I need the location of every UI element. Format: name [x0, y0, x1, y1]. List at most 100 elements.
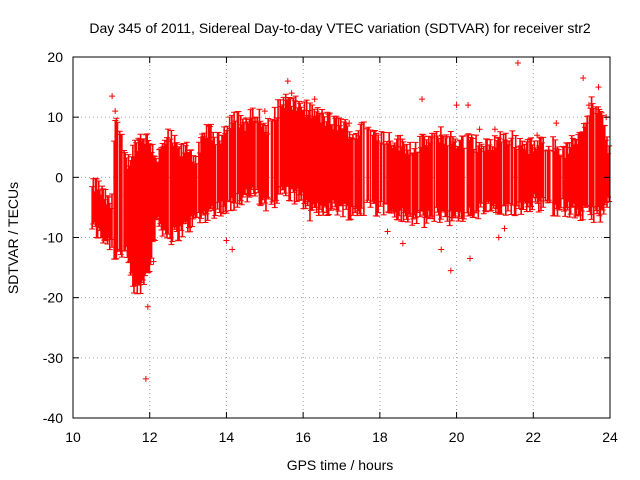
data-point: [89, 186, 96, 230]
x-tick-label: 24: [602, 429, 618, 445]
data-point: [319, 109, 326, 213]
data-point: [583, 122, 590, 206]
outlier-point: [595, 84, 602, 91]
data-point: [297, 102, 304, 196]
data-point: [511, 146, 518, 217]
data-point: [545, 145, 552, 201]
data-point: [239, 118, 246, 198]
outlier-point: [438, 246, 445, 253]
data-point: [475, 145, 482, 220]
outlier-point: [160, 204, 167, 211]
outlier-point: [317, 138, 324, 145]
x-tick-label: 18: [372, 429, 388, 445]
data-point: [597, 111, 604, 223]
data-point: [174, 147, 181, 241]
data-point: [403, 143, 410, 220]
data-point: [556, 154, 563, 210]
data-point: [277, 99, 284, 195]
data-point: [367, 129, 374, 208]
data-point: [137, 133, 144, 294]
data-point: [576, 131, 583, 216]
data-point: [405, 154, 412, 215]
data-point: [146, 143, 153, 273]
data-point: [251, 116, 258, 197]
outlier-point: [476, 126, 483, 133]
data-point: [443, 134, 450, 218]
outlier-point: [150, 258, 157, 265]
outlier-point: [453, 102, 460, 109]
data-point: [250, 120, 257, 195]
data-point: [211, 136, 218, 219]
data-point: [501, 139, 508, 206]
data-point: [520, 148, 527, 211]
data-point: [348, 137, 355, 208]
data-point: [287, 98, 294, 202]
data-point: [555, 149, 562, 211]
outlier-point: [553, 120, 560, 127]
data-point: [265, 117, 272, 200]
data-point: [539, 142, 546, 198]
data-point: [264, 133, 271, 198]
y-tick-label: 10: [47, 109, 63, 125]
data-point: [150, 155, 157, 241]
data-point: [374, 140, 381, 217]
data-point: [118, 133, 125, 258]
data-point: [190, 155, 197, 220]
data-point: [237, 114, 244, 202]
outlier-point: [114, 246, 121, 253]
data-point: [459, 135, 466, 222]
data-point: [325, 113, 332, 216]
data-point: [113, 117, 120, 260]
y-axis-label: SDTVAR / TECUs: [5, 182, 21, 294]
data-point: [546, 149, 553, 203]
data-point: [271, 106, 278, 209]
data-point: [387, 140, 394, 212]
data-point: [375, 134, 382, 214]
data-point: [540, 136, 547, 208]
data-point: [377, 142, 384, 207]
outlier-point: [144, 303, 151, 310]
data-point: [596, 109, 603, 217]
outlier-point: [112, 108, 119, 115]
outlier-point: [288, 90, 295, 97]
y-tick-label: -40: [43, 410, 63, 426]
data-point: [412, 141, 419, 219]
outlier-point: [447, 267, 454, 274]
data-point: [309, 104, 316, 211]
outlier-point: [419, 96, 426, 103]
data-point: [451, 141, 458, 217]
outlier-point: [261, 108, 268, 115]
data-points: [89, 60, 613, 382]
data-point: [261, 131, 268, 204]
x-tick-label: 14: [219, 429, 235, 445]
data-point: [324, 111, 331, 216]
data-point: [427, 136, 434, 217]
data-point: [168, 130, 175, 246]
outlier-point: [384, 228, 391, 235]
data-point: [292, 95, 299, 192]
data-point: [346, 131, 353, 221]
data-point: [148, 151, 155, 259]
outlier-point: [491, 126, 498, 133]
outlier-point: [163, 138, 170, 145]
data-point: [152, 158, 159, 219]
axis-ticks: 10 12 14 16 18 20 22 24 -40 -30 -20 -10 0 10 20: [43, 49, 618, 445]
data-point: [380, 131, 387, 216]
outlier-point: [501, 225, 508, 232]
data-point: [554, 146, 561, 217]
outlier-point: [580, 75, 587, 82]
x-tick-label: 10: [65, 429, 81, 445]
outlier-point: [223, 237, 230, 244]
y-tick-label: -20: [43, 290, 63, 306]
data-point: [589, 103, 596, 208]
data-point: [504, 144, 511, 212]
data-point: [107, 207, 114, 241]
data-point: [568, 135, 575, 207]
data-point: [452, 138, 459, 219]
outlier-point: [346, 120, 353, 127]
x-tick-label: 12: [142, 429, 158, 445]
data-point: [477, 147, 484, 208]
data-point: [508, 137, 515, 215]
outlier-point: [495, 234, 502, 241]
